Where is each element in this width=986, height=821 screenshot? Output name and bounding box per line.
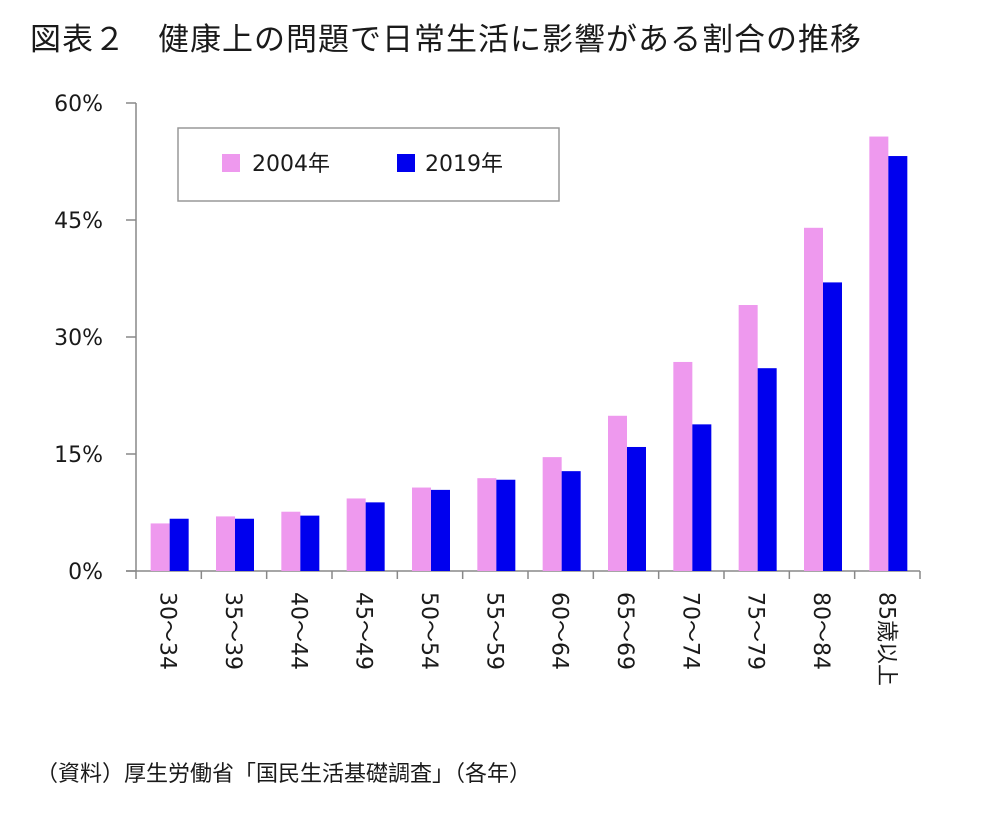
chart-title: 図表２ 健康上の問題で日常生活に影響がある割合の推移	[30, 22, 862, 58]
y-tick-label: 0%	[68, 560, 103, 585]
x-category-label: 75～79	[743, 592, 768, 670]
x-category-label: 60～64	[547, 592, 572, 670]
bar-2019-1	[235, 518, 254, 571]
bar-2019-0	[169, 518, 189, 571]
bar-2019-11	[888, 156, 908, 572]
bar-2004-8	[673, 361, 693, 571]
legend-label-2019: 2019年	[425, 152, 503, 177]
legend-box	[177, 127, 560, 202]
x-category-label: 35～39	[220, 592, 245, 670]
bar-2004-7	[608, 415, 627, 571]
x-category-label: 65～69	[612, 592, 637, 670]
bar-2019-2	[300, 515, 320, 571]
bar-2004-0	[150, 523, 170, 571]
x-category-label: 85歳以上	[873, 592, 898, 686]
bar-2019-4	[431, 489, 450, 571]
y-tick-label: 45%	[54, 209, 103, 234]
x-category-label: 50～54	[416, 592, 441, 670]
x-category-label: 40～44	[285, 592, 310, 670]
bar-2004-2	[281, 511, 301, 571]
bar-2004-3	[346, 498, 366, 571]
legend-swatch-2004	[222, 154, 240, 172]
bar-2004-11	[869, 136, 889, 572]
axes: 0% 15% 30% 45% 60%	[54, 92, 921, 585]
bar-2019-10	[823, 282, 842, 571]
y-tick-label: 30%	[54, 326, 103, 351]
bar-2004-9	[738, 305, 758, 571]
x-category-label: 70～74	[677, 592, 702, 670]
bar-2004-10	[804, 227, 823, 572]
bar-2019-8	[692, 424, 712, 571]
x-category-label: 80～84	[808, 592, 833, 670]
category-labels: 30～34 35～39 40～44 45～49 50～54 55～59 60～64 65～69…	[155, 592, 899, 686]
bar-2019-9	[757, 368, 777, 571]
bar-2019-5	[496, 479, 516, 571]
legend: 2004年 2019年	[177, 127, 560, 202]
bar-2019-3	[365, 502, 385, 571]
x-category-label: 55～59	[481, 592, 506, 670]
bar-2004-5	[477, 478, 497, 571]
bar-2019-7	[627, 446, 646, 571]
x-category-label: 45～49	[351, 592, 376, 670]
bar-2004-4	[412, 487, 431, 571]
legend-swatch-2019	[397, 154, 415, 172]
legend-label-2004: 2004年	[252, 152, 330, 177]
source-note: （資料）厚生労働省「国民生活基礎調査」（各年）	[36, 762, 532, 787]
bar-2004-6	[542, 457, 562, 571]
bar-2004-1	[216, 516, 235, 571]
y-tick-label: 60%	[54, 92, 103, 117]
x-category-label: 30～34	[155, 592, 180, 670]
y-tick-label: 15%	[54, 443, 103, 468]
bars	[150, 136, 908, 572]
bar-2019-6	[561, 471, 581, 571]
